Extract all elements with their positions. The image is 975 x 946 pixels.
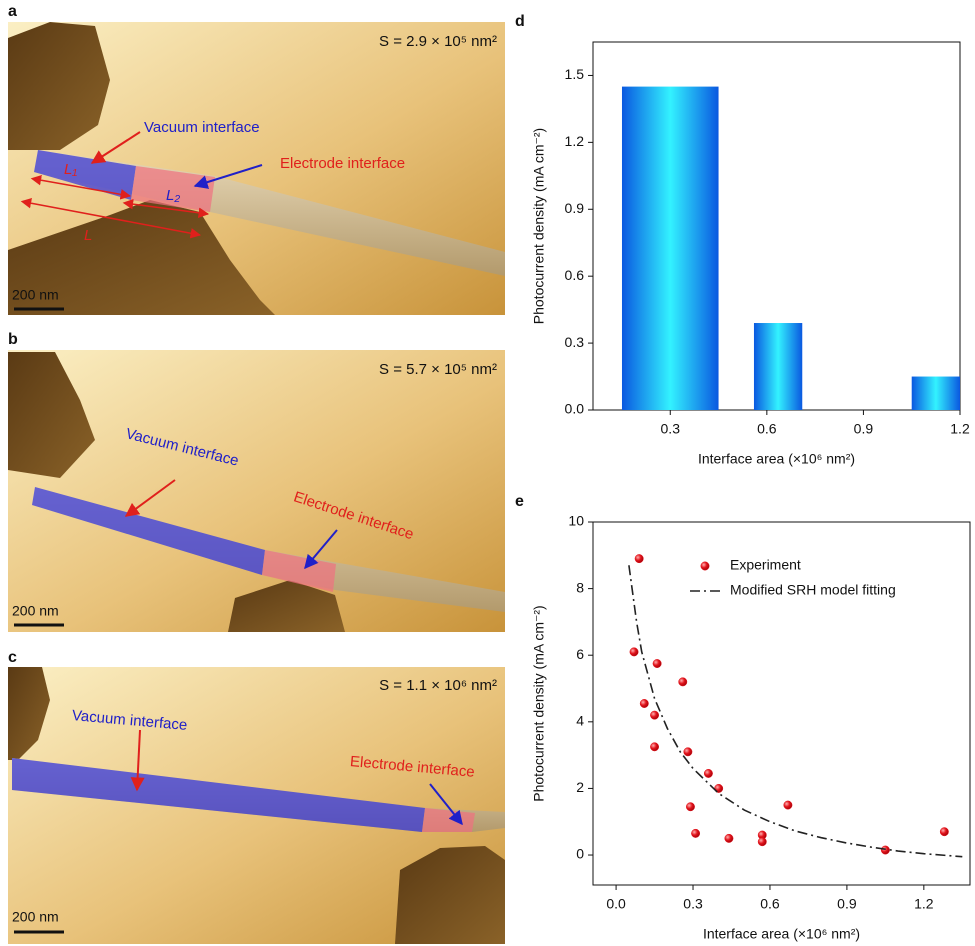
length-label: L₁ bbox=[64, 161, 77, 178]
y-tick-label: 0 bbox=[576, 846, 584, 862]
x-tick-label: 0.9 bbox=[854, 421, 874, 437]
panel-label: e bbox=[515, 493, 524, 510]
electrode-label: Electrode interface bbox=[280, 155, 405, 172]
x-tick-label: 0.6 bbox=[757, 421, 777, 437]
area-label: S = 1.1 × 10⁶ nm² bbox=[379, 677, 497, 694]
panel-label: a bbox=[8, 3, 17, 20]
y-tick-label: 0.6 bbox=[565, 267, 585, 283]
y-tick-label: 8 bbox=[576, 579, 584, 595]
data-point bbox=[635, 554, 643, 562]
data-point bbox=[881, 846, 889, 854]
data-point bbox=[784, 801, 792, 809]
plot-frame bbox=[593, 522, 970, 885]
length-label: L bbox=[84, 227, 92, 244]
panel-label: d bbox=[515, 13, 525, 30]
scale-bar-label: 200 nm bbox=[12, 909, 59, 925]
data-point bbox=[758, 838, 766, 846]
panel-label: b bbox=[8, 331, 18, 348]
y-tick-label: 0.0 bbox=[565, 401, 585, 417]
legend-swatch bbox=[701, 562, 709, 570]
figure: a Vacuum interface Electrode interface L… bbox=[0, 0, 975, 946]
y-tick-label: 10 bbox=[568, 513, 584, 529]
panel-c: c Vacuum interface Electrode interface S… bbox=[8, 649, 505, 944]
bar bbox=[754, 323, 802, 410]
legend-label: Experiment bbox=[730, 557, 801, 573]
y-tick-label: 1.5 bbox=[565, 66, 585, 82]
x-tick-label: 0.6 bbox=[760, 896, 780, 912]
data-point bbox=[653, 659, 661, 667]
y-tick-label: 6 bbox=[576, 646, 584, 662]
x-tick-label: 0.3 bbox=[683, 896, 703, 912]
data-point bbox=[704, 769, 712, 777]
y-axis-title: Photocurrent density (mA cm⁻²) bbox=[531, 605, 547, 801]
data-point bbox=[940, 828, 948, 836]
y-tick-label: 1.2 bbox=[565, 133, 585, 149]
data-point bbox=[684, 748, 692, 756]
panel-label: c bbox=[8, 649, 17, 666]
data-point bbox=[679, 678, 687, 686]
x-tick-label: 1.2 bbox=[914, 896, 934, 912]
x-tick-label: 1.2 bbox=[950, 421, 970, 437]
area-label: S = 5.7 × 10⁵ nm² bbox=[379, 361, 497, 378]
length-label: L₂ bbox=[166, 187, 180, 204]
panel-a: a Vacuum interface Electrode interface L… bbox=[8, 3, 505, 315]
bar bbox=[622, 87, 719, 410]
x-axis-title: Interface area (×10⁶ nm²) bbox=[703, 926, 860, 942]
x-tick-label: 0.3 bbox=[661, 421, 681, 437]
data-point bbox=[691, 829, 699, 837]
x-axis-title: Interface area (×10⁶ nm²) bbox=[698, 451, 855, 467]
legend-label: Modified SRH model fitting bbox=[730, 582, 896, 598]
data-point bbox=[725, 834, 733, 842]
y-tick-label: 2 bbox=[576, 779, 584, 795]
data-point bbox=[640, 699, 648, 707]
y-tick-label: 4 bbox=[576, 713, 584, 729]
data-point bbox=[630, 648, 638, 656]
vacuum-label: Vacuum interface bbox=[144, 119, 260, 136]
scale-bar-label: 200 nm bbox=[12, 287, 59, 303]
data-point bbox=[650, 743, 658, 751]
y-axis-title: Photocurrent density (mA cm⁻²) bbox=[531, 128, 547, 324]
data-point bbox=[686, 803, 694, 811]
bar bbox=[912, 377, 960, 410]
area-label: S = 2.9 × 10⁵ nm² bbox=[379, 33, 497, 50]
y-tick-label: 0.3 bbox=[565, 334, 585, 350]
panel-b: b Vacuum interface Electrode interface S… bbox=[8, 331, 505, 632]
fit-line bbox=[629, 565, 962, 856]
x-tick-label: 0.0 bbox=[606, 896, 626, 912]
scale-bar-label: 200 nm bbox=[12, 603, 59, 619]
data-point bbox=[650, 711, 658, 719]
y-tick-label: 0.9 bbox=[565, 200, 585, 216]
x-tick-label: 0.9 bbox=[837, 896, 857, 912]
